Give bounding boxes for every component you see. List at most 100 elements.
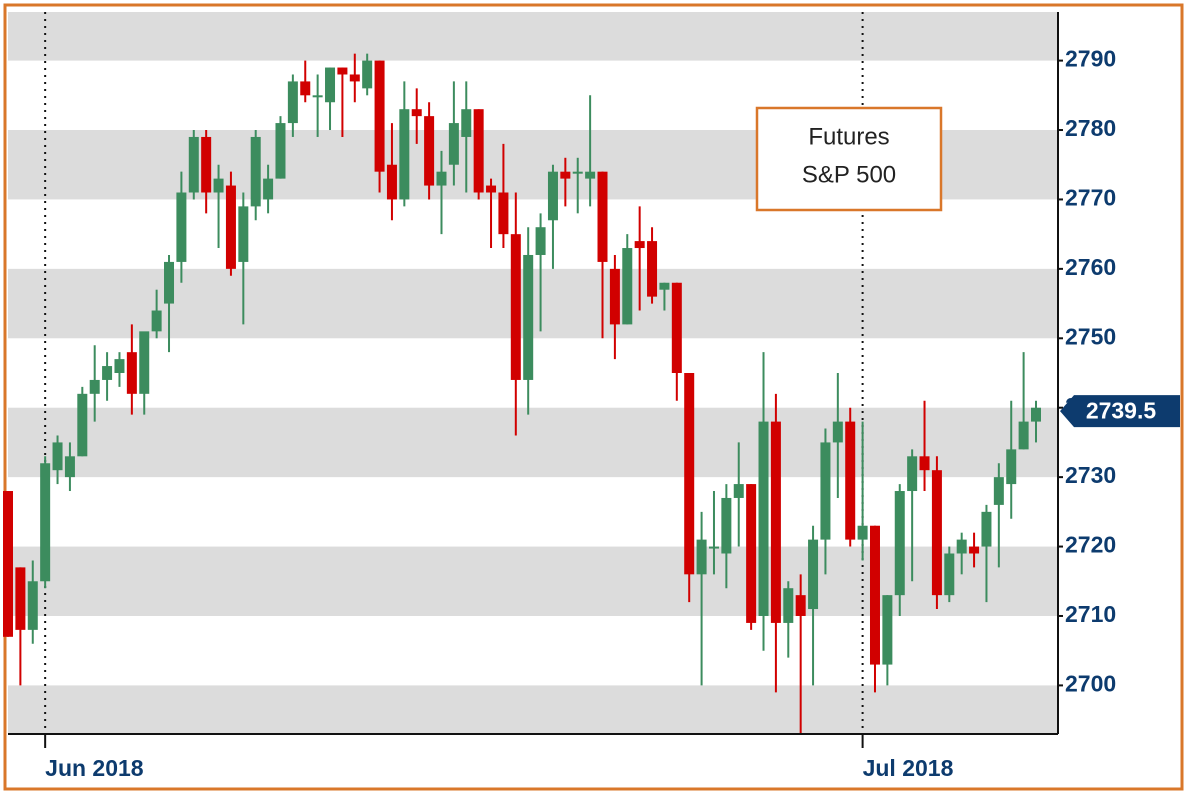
candle-body: [362, 60, 373, 89]
candle-body: [560, 171, 571, 179]
y-tick-label: 2770: [1065, 185, 1116, 211]
candle-body: [647, 241, 658, 297]
candle-body: [102, 366, 113, 380]
candle-body: [473, 109, 484, 193]
frame: [3, 3, 1184, 791]
candle-body: [151, 310, 162, 332]
last-value-label: 2739.5: [1086, 397, 1157, 423]
candle-body: [869, 525, 880, 665]
candle-body: [201, 136, 212, 193]
candle-body: [770, 421, 781, 623]
candle-body: [696, 539, 707, 575]
candle-body: [448, 123, 459, 165]
candle-body: [894, 491, 905, 596]
last-value-marker: [1060, 395, 1180, 428]
candle-body: [436, 171, 447, 186]
grid-band: [8, 407, 1058, 478]
candle-body: [275, 123, 286, 179]
candle-body: [758, 421, 769, 616]
candle-body: [77, 393, 88, 457]
candle-body: [609, 268, 620, 325]
y-tick-label: 2750: [1065, 323, 1116, 349]
candle-body: [238, 206, 249, 262]
candle-body: [349, 74, 360, 82]
candle-body: [40, 463, 51, 582]
candle-body: [832, 421, 843, 443]
candle-body: [1006, 449, 1017, 485]
candle-body: [250, 136, 261, 207]
candle-body: [733, 484, 744, 498]
candle-body: [993, 477, 1004, 505]
annotation-line: S&P 500: [802, 161, 896, 188]
candle-body: [374, 60, 385, 172]
candle-body: [52, 442, 63, 471]
candle-body: [64, 456, 75, 478]
candle-body: [808, 539, 819, 610]
candle-body: [535, 227, 546, 255]
grid-band: [8, 685, 1058, 734]
candle-body: [411, 109, 422, 117]
plot: [3, 12, 1041, 734]
candle-body: [1031, 407, 1041, 422]
candle-body: [585, 171, 596, 179]
candle-body: [89, 379, 100, 394]
candle-body: [188, 136, 199, 193]
y-tick-label: 2700: [1065, 670, 1116, 696]
candle-body: [287, 81, 298, 124]
candle-body: [746, 484, 757, 623]
candle-body: [857, 525, 868, 540]
candle-body: [597, 171, 608, 262]
candle-body: [882, 595, 893, 665]
candle-body: [164, 261, 175, 304]
x-tick-label: Jul 2018: [863, 755, 954, 781]
candle-body: [399, 109, 410, 200]
candle-body: [386, 164, 397, 200]
candle-body: [820, 442, 831, 540]
annotation-box: Futures S&P 500: [755, 106, 943, 212]
annotation-line: Futures: [808, 123, 889, 150]
y-tick-label: 2730: [1065, 462, 1116, 488]
candle-body: [547, 171, 558, 221]
candle-body: [263, 178, 274, 200]
candle-body: [176, 192, 187, 262]
candle-body: [671, 282, 682, 373]
x-tick-label: Jun 2018: [45, 755, 144, 781]
candle-body: [15, 567, 26, 630]
candle-body: [312, 95, 323, 98]
candle-body: [708, 546, 719, 549]
y-tick-label: 2710: [1065, 601, 1116, 627]
candle-body: [1018, 421, 1029, 450]
candle-body: [795, 595, 806, 616]
candle-body: [721, 497, 732, 554]
candle-body: [523, 254, 534, 380]
candle-body: [325, 67, 336, 103]
candle-body: [783, 588, 794, 623]
candle-body: [919, 456, 930, 471]
candle-body: [981, 511, 992, 547]
candle-body: [944, 553, 955, 596]
y-tick-label: 2790: [1065, 46, 1116, 72]
candle-body: [845, 421, 856, 540]
candle-body: [486, 185, 497, 193]
candle-body: [634, 241, 645, 249]
grid-band: [8, 12, 1058, 61]
candle-body: [3, 491, 13, 637]
candle-body: [969, 546, 980, 554]
candle-body: [622, 248, 633, 325]
candle-body: [213, 178, 224, 193]
annotation-frame: [755, 106, 943, 212]
candle-body: [337, 67, 348, 75]
candle-body: [139, 331, 150, 394]
y-tick-label: 2780: [1065, 115, 1116, 141]
candle-body: [659, 282, 670, 290]
candle-body: [461, 109, 472, 137]
candle-body: [510, 234, 521, 380]
candle-body: [225, 185, 236, 269]
candle-body: [956, 539, 967, 554]
candle-body: [907, 456, 918, 492]
candle-body: [684, 373, 695, 575]
y-tick-label: 2720: [1065, 532, 1116, 558]
candle-body: [114, 359, 125, 373]
y-tick-label: 2760: [1065, 254, 1116, 280]
